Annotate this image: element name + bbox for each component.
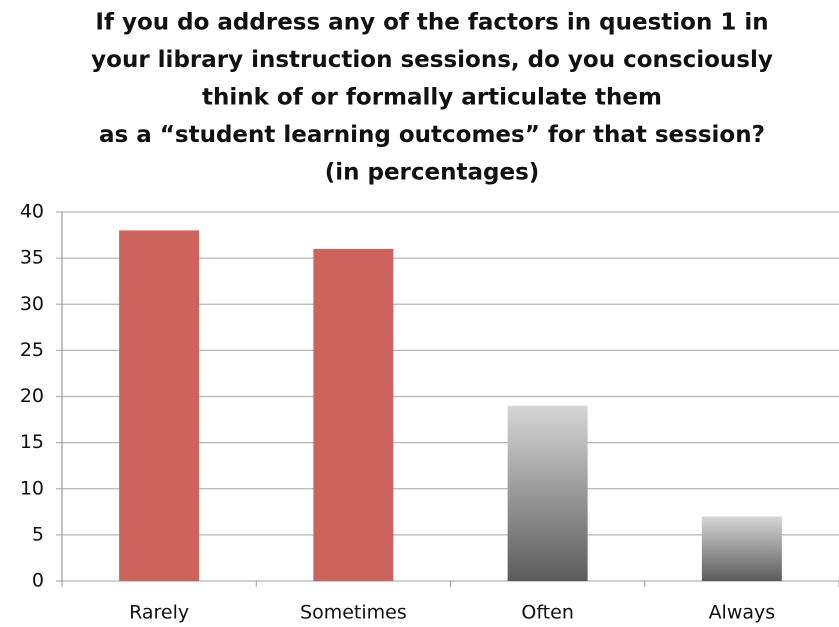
x-tick-label: Often [521,602,574,624]
y-tick-label: 35 [20,247,44,269]
bar [313,248,394,581]
chart-title: your library instruction sessions, do yo… [91,47,773,73]
bar [119,230,200,581]
y-tick-label: 30 [20,293,44,315]
chart-title: (in percentages) [325,160,540,186]
chart-title: think of or formally articulate them [202,85,662,111]
bar [507,405,588,581]
bar [701,516,782,581]
x-tick-label: Rarely [129,602,189,624]
y-tick-label: 40 [20,201,44,223]
x-tick-label: Sometimes [300,602,407,624]
y-tick-label: 15 [20,431,44,453]
y-tick-label: 0 [32,570,44,592]
y-tick-label: 20 [20,385,44,407]
y-tick-label: 10 [20,477,44,499]
y-tick-label: 5 [32,523,44,545]
chart-title: If you do address any of the factors in … [95,10,768,36]
chart-title: as a “student learning outcomes” for tha… [99,122,765,148]
y-tick-label: 25 [20,339,44,361]
x-tick-label: Always [709,602,776,624]
